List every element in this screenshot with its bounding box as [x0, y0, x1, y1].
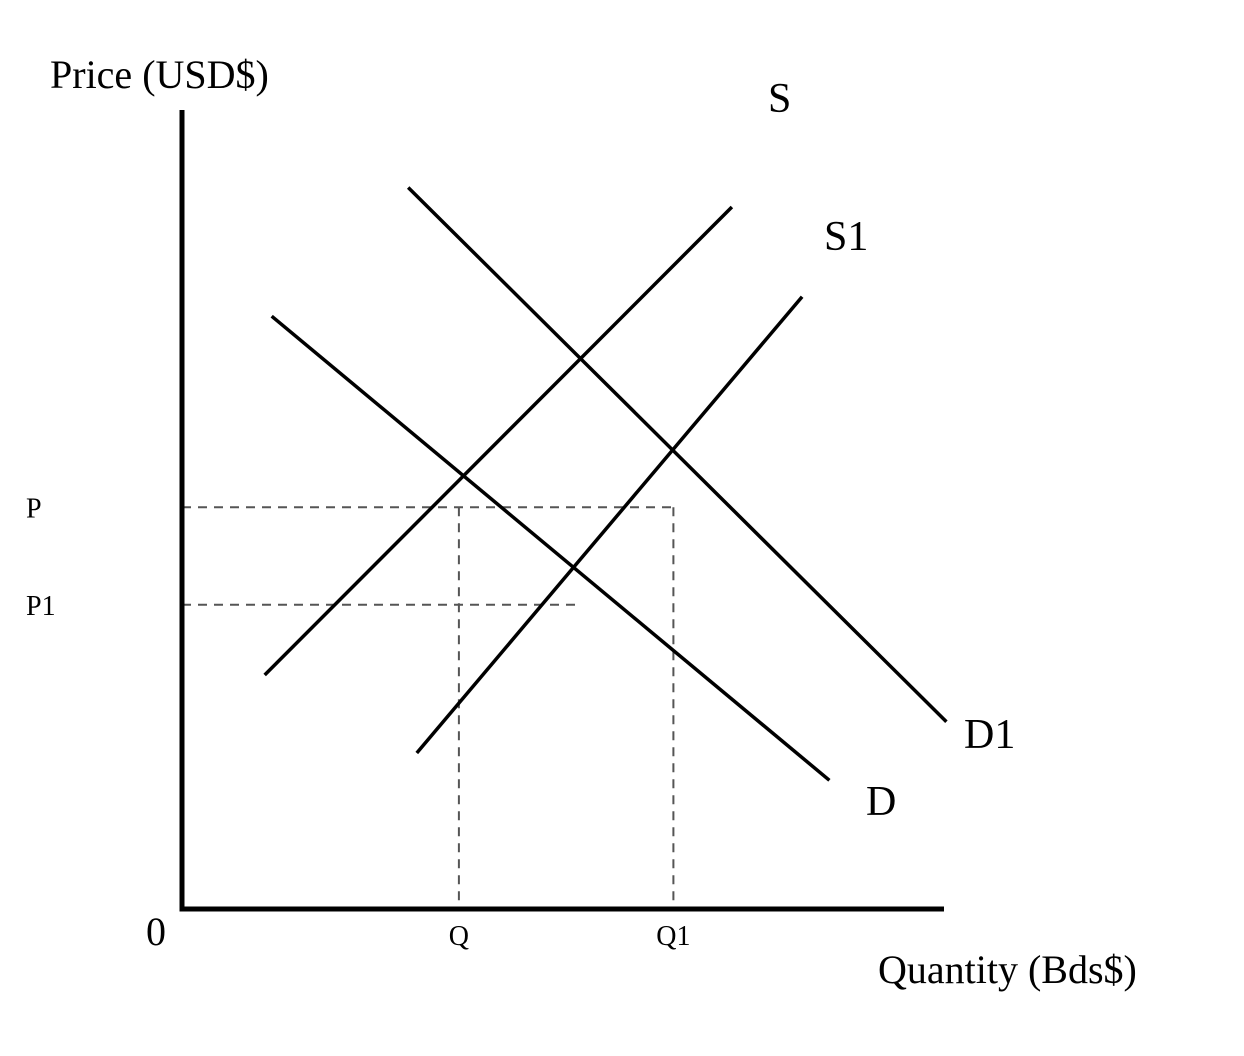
labels: Price (USD$) Quantity (Bds$) 0 P P1 Q Q1 S S1… [26, 52, 1137, 992]
y-tick-label-p1: P1 [26, 591, 56, 622]
reference-lines [182, 506, 675, 909]
supply-curve-s [263, 205, 734, 677]
curve-label-d1: D1 [964, 712, 1015, 758]
curve-label-s: S [768, 76, 791, 122]
demand-curve-d [270, 314, 831, 782]
x-axis-title: Quantity (Bds$) [878, 947, 1137, 992]
x-tick-label-q1: Q1 [656, 921, 690, 952]
axes [179, 110, 944, 912]
x-tick-label-q: Q [449, 921, 469, 952]
demand-curve-d1 [406, 186, 948, 724]
curve-label-s1: S1 [824, 214, 868, 260]
supply-curve-s1 [415, 295, 804, 755]
curve-label-d: D [866, 779, 896, 825]
origin-label: 0 [146, 909, 166, 954]
curves [263, 186, 948, 782]
y-tick-label-p: P [26, 493, 42, 524]
y-axis-title: Price (USD$) [50, 52, 269, 97]
